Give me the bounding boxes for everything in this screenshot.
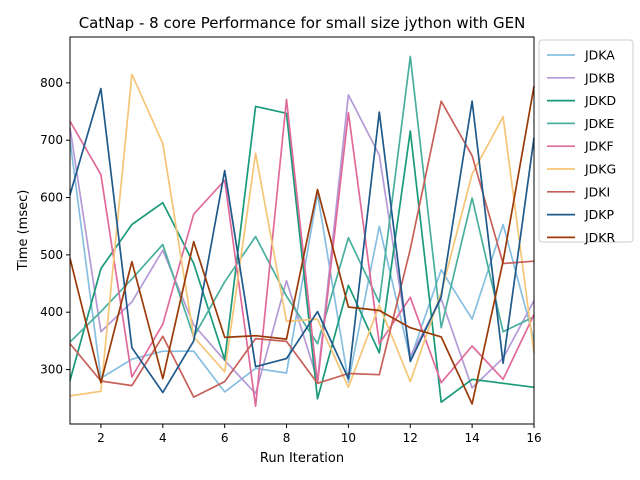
x-tick-label: 14 bbox=[464, 431, 479, 445]
y-tick-label: 300 bbox=[40, 363, 63, 377]
y-tick-label: 500 bbox=[40, 248, 63, 262]
legend-label-jdkr: JDKR bbox=[584, 230, 616, 245]
x-tick-label: 12 bbox=[403, 431, 418, 445]
legend-label-jdkd: JDKD bbox=[584, 93, 616, 108]
x-tick-label: 10 bbox=[341, 431, 356, 445]
plot-frame bbox=[69, 36, 535, 425]
x-tick-label: 4 bbox=[159, 431, 167, 445]
series-line-jdkf bbox=[69, 98, 535, 408]
series-line-jdkd bbox=[69, 105, 535, 404]
y-tick-label: 400 bbox=[40, 305, 63, 319]
series-line-jdka bbox=[69, 140, 535, 393]
x-tick-label: 6 bbox=[221, 431, 229, 445]
legend-label-jdki: JDKI bbox=[584, 184, 610, 199]
legend-label-jdkg: JDKG bbox=[584, 162, 616, 177]
x-tick-label: 8 bbox=[283, 431, 291, 445]
series-line-jdkg bbox=[69, 73, 535, 397]
x-tick-label: 16 bbox=[526, 431, 541, 445]
chart-title: CatNap - 8 core Performance for small si… bbox=[79, 14, 526, 32]
legend-label-jdkb: JDKB bbox=[584, 70, 615, 85]
series-line-jdki bbox=[69, 100, 535, 398]
x-axis-ticks: 2 4 6 8 10 12 14 16 bbox=[97, 424, 542, 445]
legend-label-jdkf: JDKF bbox=[584, 139, 614, 154]
series-line-jdkp bbox=[69, 87, 535, 394]
legend-label-jdke: JDKE bbox=[584, 116, 615, 131]
x-axis-label: Run Iteration bbox=[260, 451, 344, 466]
legend: JDKA JDKB JDKD JDKE JDKF JDKG JDKI JDKP JDKR bbox=[538, 39, 634, 245]
legend-label-jdka: JDKA bbox=[584, 48, 615, 63]
x-tick-label: 2 bbox=[97, 431, 105, 445]
y-tick-label: 700 bbox=[40, 133, 63, 147]
y-tick-label: 800 bbox=[40, 76, 63, 90]
series-line-jdkb bbox=[69, 94, 535, 395]
series-lines bbox=[69, 55, 535, 408]
y-tick-label: 600 bbox=[40, 191, 63, 205]
y-axis-label: Time (msec) bbox=[16, 190, 31, 272]
legend-label-jdkp: JDKP bbox=[584, 207, 615, 222]
y-axis-ticks: 300 400 500 600 700 800 bbox=[40, 76, 70, 377]
series-line-jdkr bbox=[69, 86, 535, 405]
